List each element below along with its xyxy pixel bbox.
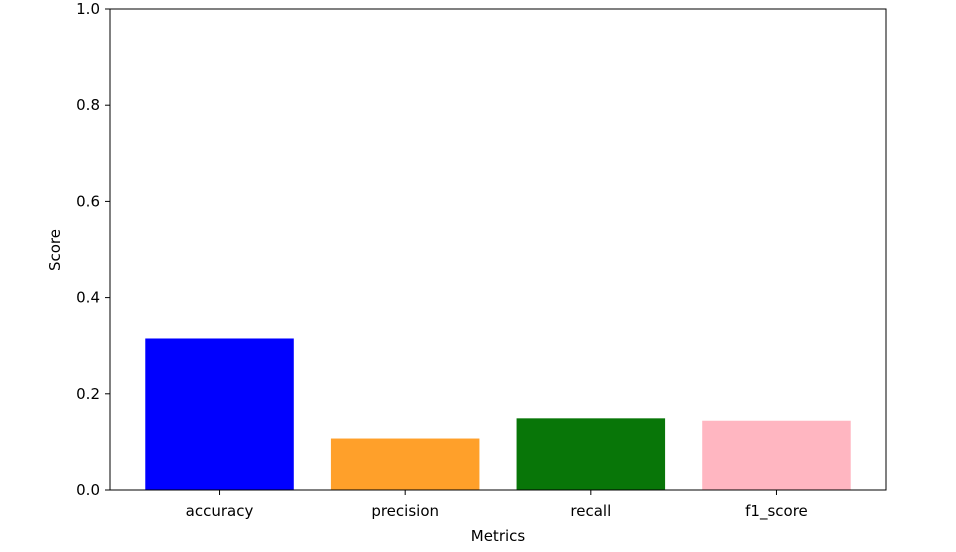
y-tick-label: 0.6: [76, 192, 100, 210]
x-tick-label: precision: [371, 502, 439, 520]
plot-frame: [109, 8, 887, 491]
y-axis: 0.0 0.2 0.4 0.6 0.8 1.0: [76, 0, 110, 499]
x-axis: accuracy precision recall f1_score: [186, 490, 808, 521]
y-tick-label: 0.2: [76, 385, 100, 403]
x-axis-label: Metrics: [471, 527, 526, 545]
y-tick-label: 0.0: [76, 481, 100, 499]
x-tick-label: recall: [570, 502, 611, 520]
y-axis-label: Score: [46, 229, 64, 271]
bar-accuracy: [145, 338, 294, 490]
bars-group: [145, 338, 851, 490]
y-tick-label: 0.8: [76, 96, 100, 114]
bar-precision: [330, 438, 480, 490]
x-tick-label: f1_score: [745, 502, 808, 521]
y-tick-label: 0.4: [76, 289, 100, 307]
x-tick-label: accuracy: [186, 502, 254, 520]
bar-recall: [516, 418, 666, 490]
y-tick-label: 1.0: [76, 0, 100, 18]
bar-f1-score: [702, 420, 851, 490]
